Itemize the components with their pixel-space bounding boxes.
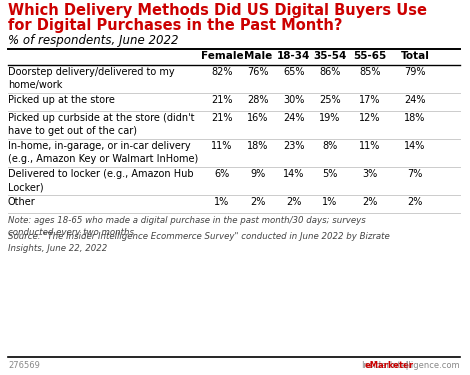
Text: Picked up at the store: Picked up at the store	[8, 95, 115, 105]
Text: 2%: 2%	[362, 197, 378, 207]
Text: 24%: 24%	[404, 95, 426, 105]
Text: Doorstep delivery/delivered to my
home/work: Doorstep delivery/delivered to my home/w…	[8, 67, 175, 90]
Text: 8%: 8%	[322, 141, 337, 151]
Text: 2%: 2%	[286, 197, 302, 207]
Text: Total: Total	[400, 51, 430, 61]
Text: 6%: 6%	[214, 169, 230, 179]
Text: Male: Male	[244, 51, 272, 61]
Text: 65%: 65%	[283, 67, 305, 77]
Text: 11%: 11%	[359, 141, 381, 151]
Text: 23%: 23%	[283, 141, 305, 151]
Text: 18%: 18%	[404, 113, 426, 123]
Text: 25%: 25%	[319, 95, 341, 105]
Text: 276569: 276569	[8, 361, 40, 370]
Text: 7%: 7%	[407, 169, 423, 179]
Text: 19%: 19%	[319, 113, 341, 123]
Text: 30%: 30%	[283, 95, 305, 105]
Text: 28%: 28%	[247, 95, 269, 105]
Text: InsiderIntelligence.com: InsiderIntelligence.com	[361, 361, 460, 370]
Text: Female: Female	[201, 51, 243, 61]
Text: 11%: 11%	[212, 141, 233, 151]
Text: Picked up curbside at the store (didn't
have to get out of the car): Picked up curbside at the store (didn't …	[8, 113, 195, 136]
Text: 14%: 14%	[283, 169, 305, 179]
Text: 86%: 86%	[319, 67, 341, 77]
Text: for Digital Purchases in the Past Month?: for Digital Purchases in the Past Month?	[8, 18, 343, 33]
Text: 17%: 17%	[359, 95, 381, 105]
Text: 16%: 16%	[247, 113, 269, 123]
Text: 55-65: 55-65	[353, 51, 387, 61]
Text: 1%: 1%	[322, 197, 337, 207]
Text: 2%: 2%	[251, 197, 266, 207]
Text: 35-54: 35-54	[313, 51, 347, 61]
Text: eMarketer: eMarketer	[365, 361, 414, 370]
Text: 1%: 1%	[214, 197, 230, 207]
Text: 18%: 18%	[247, 141, 269, 151]
Text: 14%: 14%	[404, 141, 426, 151]
Text: 79%: 79%	[404, 67, 426, 77]
Text: In-home, in-garage, or in-car delivery
(e.g., Amazon Key or Walmart InHome): In-home, in-garage, or in-car delivery (…	[8, 141, 198, 164]
Text: Other: Other	[8, 197, 36, 207]
Text: 2%: 2%	[407, 197, 423, 207]
Text: 9%: 9%	[251, 169, 266, 179]
Text: 12%: 12%	[359, 113, 381, 123]
Text: 85%: 85%	[359, 67, 381, 77]
Text: 21%: 21%	[211, 113, 233, 123]
Text: Which Delivery Methods Did US Digital Buyers Use: Which Delivery Methods Did US Digital Bu…	[8, 3, 427, 18]
Text: Note: ages 18-65 who made a digital purchase in the past month/30 days; surveys
: Note: ages 18-65 who made a digital purc…	[8, 216, 366, 237]
Text: 82%: 82%	[211, 67, 233, 77]
Text: 5%: 5%	[322, 169, 337, 179]
Text: % of respondents, June 2022: % of respondents, June 2022	[8, 34, 179, 47]
Text: Delivered to locker (e.g., Amazon Hub
Locker): Delivered to locker (e.g., Amazon Hub Lo…	[8, 169, 194, 192]
Text: 24%: 24%	[283, 113, 305, 123]
Text: 18-34: 18-34	[277, 51, 311, 61]
Text: 3%: 3%	[362, 169, 377, 179]
Text: |: |	[403, 361, 411, 370]
Text: Source: "The Insider Intelligence Ecommerce Survey" conducted in June 2022 by Bi: Source: "The Insider Intelligence Ecomme…	[8, 232, 390, 253]
Text: 21%: 21%	[211, 95, 233, 105]
Text: 76%: 76%	[247, 67, 269, 77]
